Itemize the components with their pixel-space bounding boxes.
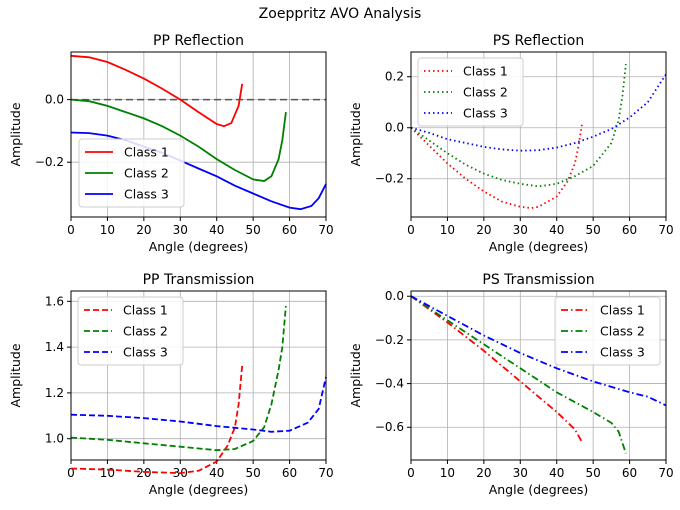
x-tick-label: 70 — [318, 466, 333, 480]
legend-label: Class 3 — [124, 187, 169, 202]
legend-box — [77, 296, 184, 366]
subplot-title: PS Transmission — [482, 272, 594, 288]
subplot-title: PP Transmission — [143, 272, 255, 288]
y-tick-label: −0.2 — [375, 172, 404, 186]
x-tick-label: 20 — [136, 466, 151, 480]
x-tick-label: 30 — [513, 223, 528, 237]
axes-frame — [410, 290, 667, 461]
y-axis-label: Amplitude — [348, 102, 363, 166]
legend-label: Class 3 — [123, 345, 168, 360]
x-tick-label: 70 — [318, 223, 333, 237]
x-tick-label: 0 — [407, 223, 415, 237]
x-axis-label: Angle (degrees) — [149, 482, 249, 497]
series-line-class-1 — [410, 122, 584, 210]
x-tick-label: 0 — [67, 223, 75, 237]
x-tick-label: 60 — [282, 223, 297, 237]
series-line-class-3 — [410, 73, 667, 152]
legend-label: Class 1 — [463, 64, 508, 79]
figure-title: Zoeppritz AVO Analysis — [259, 6, 422, 22]
legend-label: Class 3 — [600, 345, 645, 360]
x-tick-label: 40 — [549, 466, 564, 480]
x-tick-label: 40 — [209, 223, 224, 237]
axes-frame — [410, 51, 667, 218]
x-tick-label: 40 — [209, 466, 224, 480]
y-tick-label: 0.0 — [385, 121, 404, 135]
legend: Class 1 Class 2 Class 3 — [554, 296, 661, 366]
y-tick-label: 1.6 — [45, 294, 64, 308]
x-tick-label: 0 — [407, 466, 415, 480]
legend: Class 1 Class 2 Class 3 — [78, 138, 185, 208]
y-tick-label: 0.0 — [45, 93, 64, 107]
legend: Class 1 Class 2 Class 3 — [417, 57, 524, 127]
x-tick-label: 10 — [440, 466, 455, 480]
x-tick-label: 30 — [173, 223, 188, 237]
x-tick-label: 10 — [100, 466, 115, 480]
x-tick-label: 20 — [476, 466, 491, 480]
series-line-class-1 — [70, 54, 244, 128]
x-tick-label: 50 — [246, 223, 261, 237]
x-tick-label: 50 — [586, 466, 601, 480]
y-tick-label: −0.4 — [375, 377, 404, 391]
y-axis-label: Amplitude — [8, 102, 23, 166]
legend-label: Class 2 — [124, 166, 169, 181]
x-tick-label: 40 — [549, 223, 564, 237]
y-axis-label: Amplitude — [348, 343, 363, 407]
y-tick-label: 1.2 — [45, 386, 64, 400]
axes-frame — [70, 290, 327, 461]
x-axis-label: Angle (degrees) — [489, 239, 589, 254]
x-tick-label: 60 — [282, 466, 297, 480]
subplot-ps-transmission: PS Transmission 0 10 20 30 40 50 60 70 −0.6 −0.4 −0… — [348, 272, 674, 497]
subplot-ps-reflection: PS Reflection 0 10 20 30 40 50 60 70 −0.2 0.0 0.2 An… — [348, 33, 674, 254]
y-tick-label: 0.2 — [385, 70, 404, 84]
x-axis-label: Angle (degrees) — [149, 239, 249, 254]
x-tick-label: 70 — [658, 223, 673, 237]
series-line-class-2 — [410, 295, 627, 454]
series-line-class-3 — [70, 376, 327, 433]
legend-label: Class 1 — [123, 303, 168, 318]
legend-label: Class 1 — [124, 145, 169, 160]
x-tick-label: 20 — [136, 223, 151, 237]
series-line-class-3 — [410, 295, 667, 407]
x-tick-label: 70 — [658, 466, 673, 480]
x-tick-label: 30 — [513, 466, 528, 480]
legend: Class 1 Class 2 Class 3 — [77, 296, 184, 366]
y-tick-label: 0.0 — [385, 289, 404, 303]
series-line-class-2 — [70, 98, 287, 182]
legend-box — [78, 138, 185, 208]
series-line-class-1 — [70, 365, 244, 475]
legend-label: Class 2 — [600, 324, 645, 339]
y-tick-label: 1.0 — [45, 432, 64, 446]
y-tick-label: 1.4 — [45, 340, 64, 354]
y-tick-label: −0.6 — [375, 420, 404, 434]
y-tick-label: −0.2 — [375, 333, 404, 347]
x-tick-label: 20 — [476, 223, 491, 237]
x-tick-label: 60 — [622, 466, 637, 480]
legend-box — [554, 296, 661, 366]
legend-label: Class 2 — [463, 85, 508, 100]
y-axis-label: Amplitude — [8, 343, 23, 407]
x-axis-label: Angle (degrees) — [489, 482, 589, 497]
subplot-title: PS Reflection — [493, 33, 584, 49]
x-tick-label: 60 — [622, 223, 637, 237]
x-tick-label: 50 — [246, 466, 261, 480]
legend-label: Class 2 — [123, 324, 168, 339]
subplot-title: PP Reflection — [153, 33, 244, 49]
x-tick-label: 10 — [100, 223, 115, 237]
series-line-class-1 — [410, 295, 583, 443]
legend-label: Class 3 — [463, 106, 508, 121]
series-line-class-2 — [70, 305, 287, 452]
subplot-pp-reflection: PP Reflection 0 10 20 30 40 50 60 70 −0.2 0.0 Angle… — [8, 33, 334, 254]
legend-box — [417, 57, 524, 127]
legend-label: Class 1 — [600, 303, 645, 318]
y-tick-label: −0.2 — [35, 155, 64, 169]
x-tick-label: 50 — [586, 223, 601, 237]
axes-frame — [70, 51, 327, 218]
x-tick-label: 10 — [440, 223, 455, 237]
x-tick-label: 0 — [67, 466, 75, 480]
